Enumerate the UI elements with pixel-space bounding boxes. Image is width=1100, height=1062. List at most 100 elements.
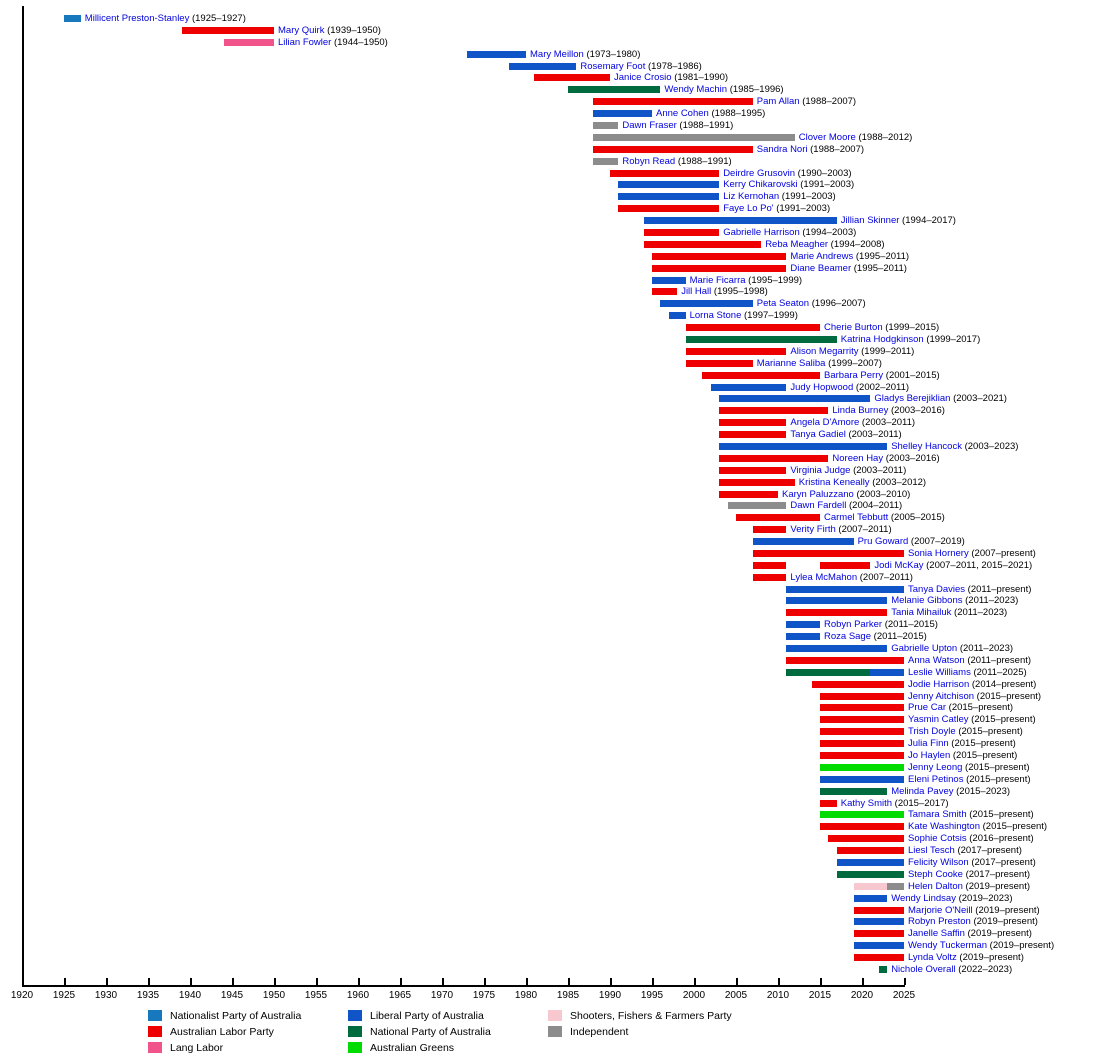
member-name-link[interactable]: Sophie Cotsis — [908, 833, 967, 845]
timeline-row: Marjorie O'Neill (2019–present) — [0, 905, 1100, 917]
member-label: Marianne Saliba (1999–2007) — [757, 358, 882, 370]
timeline-row: Jenny Aitchison (2015–present) — [0, 691, 1100, 703]
member-years-label: (2011–2023) — [957, 643, 1014, 655]
member-name-link[interactable]: Melinda Pavey — [891, 785, 954, 797]
member-name-link[interactable]: Angela D'Amore — [790, 417, 860, 429]
member-name-link[interactable]: Jodi McKay — [874, 559, 924, 571]
member-name-link[interactable]: Roza Sage — [824, 631, 872, 643]
member-name-link[interactable]: Robyn Preston — [908, 916, 971, 928]
member-name-link[interactable]: Jodie Harrison — [908, 678, 970, 690]
member-name-link[interactable]: Wendy Lindsay — [891, 892, 956, 904]
member-name-link[interactable]: Mary Quirk — [278, 24, 325, 36]
member-name-link[interactable]: Jill Hall — [681, 286, 712, 298]
member-name-link[interactable]: Sandra Nori — [756, 143, 808, 155]
member-name-link[interactable]: Prue Car — [908, 702, 947, 714]
member-name-link[interactable]: Tanya Gadiel — [790, 429, 846, 441]
member-name-link[interactable]: Kerry Chikarovski — [723, 179, 798, 191]
member-name-link[interactable]: Lylea McMahon — [790, 571, 858, 583]
member-name-link[interactable]: Anne Cohen — [656, 108, 709, 120]
member-name-link[interactable]: Tanya Davies — [908, 583, 966, 595]
member-name-link[interactable]: Eleni Petinos — [908, 773, 964, 785]
term-bar — [853, 882, 888, 890]
member-name-link[interactable]: Millicent Preston-Stanley — [84, 13, 190, 24]
member-name-link[interactable]: Nichole Overall — [891, 964, 956, 975]
member-name-link[interactable]: Alison Megarrity — [790, 345, 859, 357]
member-name-link[interactable]: Janelle Saffin — [908, 928, 965, 940]
member-years-label: (1988–2007) — [807, 143, 865, 155]
member-name-link[interactable]: Jillian Skinner — [840, 215, 900, 227]
member-name-link[interactable]: Kristina Keneally — [798, 476, 870, 488]
member-name-link[interactable]: Judy Hopwood — [790, 381, 854, 393]
member-name-link[interactable]: Wendy Machin — [664, 84, 728, 96]
member-name-link[interactable]: Marie Ficarra — [689, 274, 746, 286]
member-name-link[interactable]: Noreen Hay — [832, 452, 884, 464]
member-name-link[interactable]: Steph Cooke — [908, 868, 963, 880]
member-name-link[interactable]: Janice Crosio — [614, 72, 672, 84]
member-name-link[interactable]: Diane Beamer — [790, 262, 852, 274]
member-name-link[interactable]: Yasmin Catley — [908, 714, 969, 726]
member-label: Faye Lo Po' (1991–2003) — [723, 203, 830, 215]
member-years-label: (2015–present) — [955, 726, 1023, 738]
member-name-link[interactable]: Barbara Perry — [824, 369, 884, 381]
term-bar — [618, 205, 720, 213]
axis-tick-label: 1985 — [556, 990, 580, 1001]
member-name-link[interactable]: Pru Goward — [857, 536, 909, 548]
member-label: Lilian Fowler (1944–1950) — [278, 37, 388, 49]
term-bar — [610, 169, 720, 177]
member-name-link[interactable]: Tania Mihailuk — [891, 607, 952, 619]
member-name-link[interactable]: Marianne Saliba — [756, 357, 826, 369]
member-name-link[interactable]: Lilian Fowler — [278, 36, 332, 48]
member-name-link[interactable]: Anna Watson — [908, 654, 965, 666]
member-name-link[interactable]: Lorna Stone — [689, 310, 742, 322]
member-name-link[interactable]: Verity Firth — [790, 524, 836, 536]
member-name-link[interactable]: Lynda Voltz — [908, 952, 957, 964]
member-name-link[interactable]: Marie Andrews — [790, 250, 854, 262]
member-name-link[interactable]: Kate Washington — [908, 821, 980, 833]
member-name-link[interactable]: Gladys Berejiklian — [874, 393, 951, 405]
member-name-link[interactable]: Rosemary Foot — [580, 60, 646, 72]
member-name-link[interactable]: Gabrielle Upton — [891, 643, 958, 655]
member-name-link[interactable]: Mary Meillon — [530, 48, 584, 60]
member-years-label: (1939–1950) — [324, 24, 381, 36]
member-name-link[interactable]: Virginia Judge — [790, 464, 851, 476]
member-name-link[interactable]: Liesl Tesch — [908, 845, 955, 857]
member-name-link[interactable]: Dawn Fardell — [790, 500, 847, 512]
member-label: Linda Burney (2003–2016) — [832, 405, 945, 417]
member-name-link[interactable]: Trish Doyle — [908, 726, 956, 738]
member-name-link[interactable]: Leslie Williams — [908, 666, 971, 678]
member-name-link[interactable]: Kathy Smith — [840, 797, 893, 809]
member-name-link[interactable]: Sonia Hornery — [908, 547, 969, 559]
member-years-label: (2015–present) — [946, 702, 1014, 714]
member-name-link[interactable]: Peta Seaton — [756, 298, 810, 310]
member-name-link[interactable]: Linda Burney — [832, 405, 889, 417]
member-name-link[interactable]: Jenny Leong — [908, 761, 963, 773]
member-name-link[interactable]: Cherie Burton — [824, 322, 883, 334]
member-name-link[interactable]: Melanie Gibbons — [891, 595, 963, 607]
member-name-link[interactable]: Tamara Smith — [908, 809, 967, 821]
member-name-link[interactable]: Faye Lo Po' — [723, 203, 774, 215]
member-name-link[interactable]: Robyn Read — [622, 155, 676, 167]
member-name-link[interactable]: Reba Meagher — [765, 238, 829, 250]
member-name-link[interactable]: Julia Finn — [908, 738, 949, 750]
member-name-link[interactable]: Deirdre Grusovin — [723, 167, 795, 179]
member-name-link[interactable]: Liz Kernohan — [723, 191, 780, 203]
member-name-link[interactable]: Wendy Tuckerman — [908, 940, 988, 952]
member-name-link[interactable]: Katrina Hodgkinson — [840, 333, 924, 345]
member-name-link[interactable]: Pam Allan — [756, 96, 800, 108]
member-name-link[interactable]: Jenny Aitchison — [908, 690, 975, 702]
member-name-link[interactable]: Gabrielle Harrison — [723, 226, 800, 238]
member-name-link[interactable]: Felicity Wilson — [908, 857, 969, 868]
member-years-label: (2003–2012) — [869, 476, 927, 488]
axis-tick — [106, 978, 108, 985]
member-name-link[interactable]: Shelley Hancock — [891, 440, 962, 452]
member-name-link[interactable]: Clover Moore — [798, 131, 856, 143]
member-name-link[interactable]: Karyn Paluzzano — [782, 488, 854, 500]
timeline-row: Katrina Hodgkinson (1999–2017) — [0, 334, 1100, 346]
member-name-link[interactable]: Robyn Parker — [824, 619, 883, 631]
member-name-link[interactable]: Helen Dalton — [908, 880, 963, 892]
member-name-link[interactable]: Jo Haylen — [908, 750, 951, 762]
member-name-link[interactable]: Carmel Tebbutt — [824, 512, 889, 524]
member-name-link[interactable]: Marjorie O'Neill — [908, 904, 973, 916]
member-name-link[interactable]: Dawn Fraser — [622, 119, 677, 131]
axis-tick — [862, 978, 864, 985]
